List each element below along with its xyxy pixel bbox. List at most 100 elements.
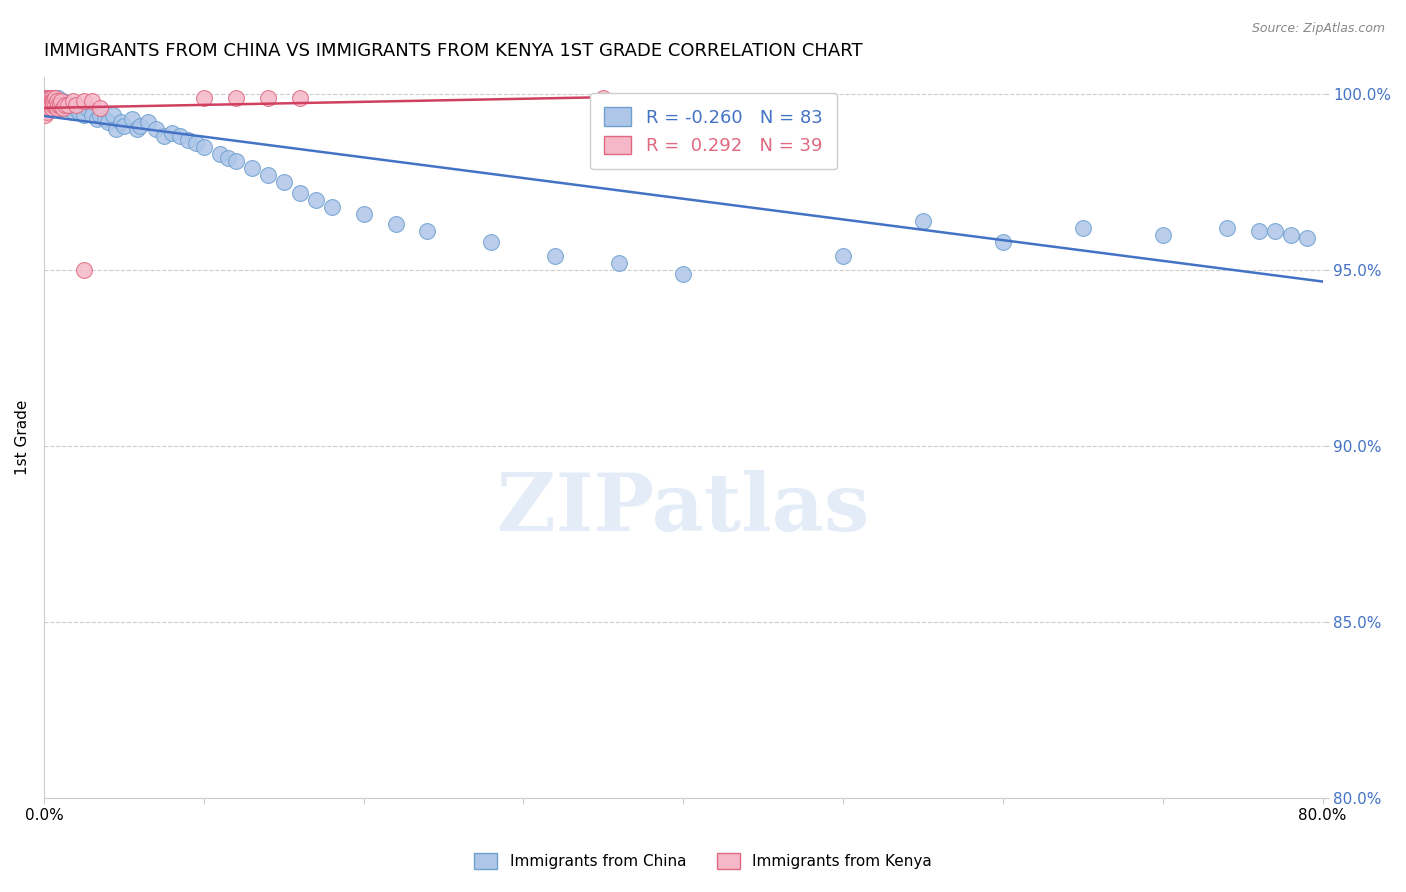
Point <box>1247 224 1270 238</box>
Point <box>481 235 503 249</box>
Point <box>62 94 84 108</box>
Point <box>911 214 934 228</box>
Point <box>49 101 72 115</box>
Point <box>41 101 63 115</box>
Point <box>41 91 63 105</box>
Point <box>38 91 60 105</box>
Point <box>34 97 56 112</box>
Point <box>67 104 90 119</box>
Point <box>832 249 855 263</box>
Point <box>56 97 79 112</box>
Point <box>35 91 58 105</box>
Point <box>34 91 56 105</box>
Point <box>42 91 65 105</box>
Point <box>288 186 311 200</box>
Point <box>104 122 127 136</box>
Point <box>46 97 69 112</box>
Point <box>225 91 247 105</box>
Point <box>35 101 58 115</box>
Point <box>60 97 83 112</box>
Point <box>184 136 207 151</box>
Point <box>76 101 98 115</box>
Point <box>35 91 58 105</box>
Point <box>1071 221 1094 235</box>
Point <box>73 108 96 122</box>
Y-axis label: 1st Grade: 1st Grade <box>15 400 30 475</box>
Point <box>304 193 326 207</box>
Point <box>53 97 76 112</box>
Point <box>56 97 79 112</box>
Point <box>53 97 76 112</box>
Point <box>34 94 56 108</box>
Point <box>169 129 191 144</box>
Point <box>41 94 63 108</box>
Point <box>38 94 60 108</box>
Point <box>65 101 87 115</box>
Point <box>65 97 87 112</box>
Point <box>125 122 148 136</box>
Point <box>55 101 77 115</box>
Point <box>592 91 614 105</box>
Point <box>38 91 60 105</box>
Point <box>45 101 67 115</box>
Point <box>1152 227 1174 242</box>
Point <box>42 97 65 112</box>
Point <box>136 115 159 129</box>
Legend: R = -0.260   N = 83, R =  0.292   N = 39: R = -0.260 N = 83, R = 0.292 N = 39 <box>591 93 837 169</box>
Point <box>45 97 67 112</box>
Point <box>544 249 567 263</box>
Point <box>58 101 80 115</box>
Point <box>35 104 58 119</box>
Point <box>39 91 62 105</box>
Point <box>38 97 60 112</box>
Point <box>193 91 215 105</box>
Point <box>41 91 63 105</box>
Point <box>110 115 132 129</box>
Point <box>34 108 56 122</box>
Point <box>34 91 56 105</box>
Point <box>46 97 69 112</box>
Point <box>45 94 67 108</box>
Point <box>49 94 72 108</box>
Point <box>273 175 295 189</box>
Legend: Immigrants from China, Immigrants from Kenya: Immigrants from China, Immigrants from K… <box>468 847 938 875</box>
Point <box>35 94 58 108</box>
Point <box>44 94 66 108</box>
Point <box>49 97 72 112</box>
Point <box>80 108 103 122</box>
Point <box>672 267 695 281</box>
Point <box>73 263 96 277</box>
Point <box>89 101 111 115</box>
Point <box>101 108 124 122</box>
Point <box>35 94 58 108</box>
Point <box>1264 224 1286 238</box>
Point <box>991 235 1014 249</box>
Point <box>45 94 67 108</box>
Point <box>35 97 58 112</box>
Point <box>52 94 75 108</box>
Point <box>121 112 143 126</box>
Point <box>1215 221 1237 235</box>
Point <box>1295 231 1317 245</box>
Point <box>321 200 343 214</box>
Point <box>1279 227 1302 242</box>
Point <box>240 161 263 175</box>
Point <box>44 91 66 105</box>
Point <box>416 224 439 238</box>
Point <box>288 91 311 105</box>
Point <box>208 147 231 161</box>
Point <box>44 101 66 115</box>
Point <box>39 94 62 108</box>
Text: Source: ZipAtlas.com: Source: ZipAtlas.com <box>1251 22 1385 36</box>
Point <box>41 101 63 115</box>
Point <box>152 129 174 144</box>
Point <box>73 94 96 108</box>
Point <box>80 94 103 108</box>
Point <box>193 140 215 154</box>
Point <box>353 207 375 221</box>
Point <box>51 94 73 108</box>
Point <box>145 122 167 136</box>
Text: IMMIGRANTS FROM CHINA VS IMMIGRANTS FROM KENYA 1ST GRADE CORRELATION CHART: IMMIGRANTS FROM CHINA VS IMMIGRANTS FROM… <box>44 42 862 60</box>
Point <box>34 97 56 112</box>
Point <box>34 101 56 115</box>
